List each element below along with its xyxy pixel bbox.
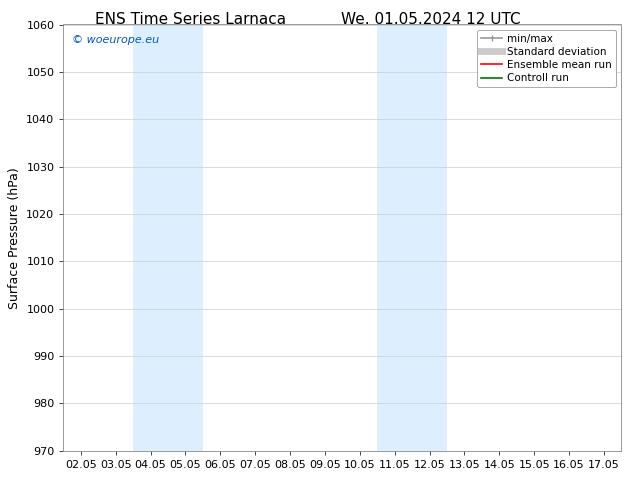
Text: We. 01.05.2024 12 UTC: We. 01.05.2024 12 UTC: [341, 12, 521, 27]
Legend: min/max, Standard deviation, Ensemble mean run, Controll run: min/max, Standard deviation, Ensemble me…: [477, 30, 616, 87]
Bar: [377, 24, 447, 451]
Text: ENS Time Series Larnaca: ENS Time Series Larnaca: [94, 12, 286, 27]
Y-axis label: Surface Pressure (hPa): Surface Pressure (hPa): [8, 167, 21, 309]
Bar: [133, 24, 203, 451]
Text: © woeurope.eu: © woeurope.eu: [72, 35, 159, 45]
